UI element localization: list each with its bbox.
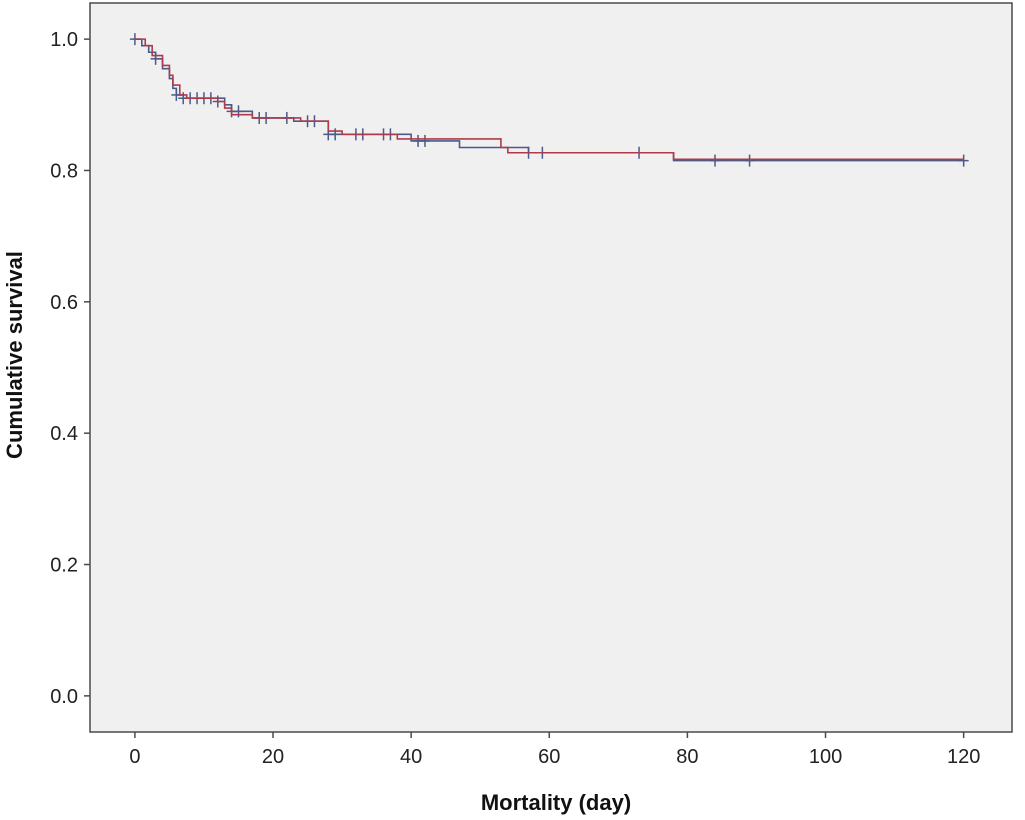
x-tick-label: 60 [538,746,560,768]
x-tick-label: 80 [676,746,698,768]
y-tick-label: 0.2 [50,555,78,577]
x-tick-label: 120 [947,746,980,768]
y-tick-label: 0.6 [50,292,78,314]
y-tick-label: 0.0 [50,686,78,708]
y-axis: 0.0 0.2 0.4 0.6 0.8 1.0 [50,29,90,708]
y-tick-label: 0.4 [50,423,78,445]
x-axis: 0 20 40 60 80 100 120 [129,732,980,768]
x-tick-label: 20 [262,746,284,768]
y-tick-label: 0.8 [50,160,78,182]
x-tick-label: 0 [129,746,140,768]
censor-mark [710,154,721,167]
x-tick-label: 100 [809,746,842,768]
survival-series-2-line [134,38,964,161]
censor-mark [419,134,430,147]
plot-area [89,2,1013,733]
x-tick-label: 40 [400,746,422,768]
censor-mark [744,154,755,167]
series-layer [129,33,969,167]
y-tick-label: 1.0 [50,29,78,51]
y-axis-title: Cumulative survival [2,251,27,459]
censor-mark [958,154,969,167]
x-axis-title: Mortality (day) [481,790,631,815]
